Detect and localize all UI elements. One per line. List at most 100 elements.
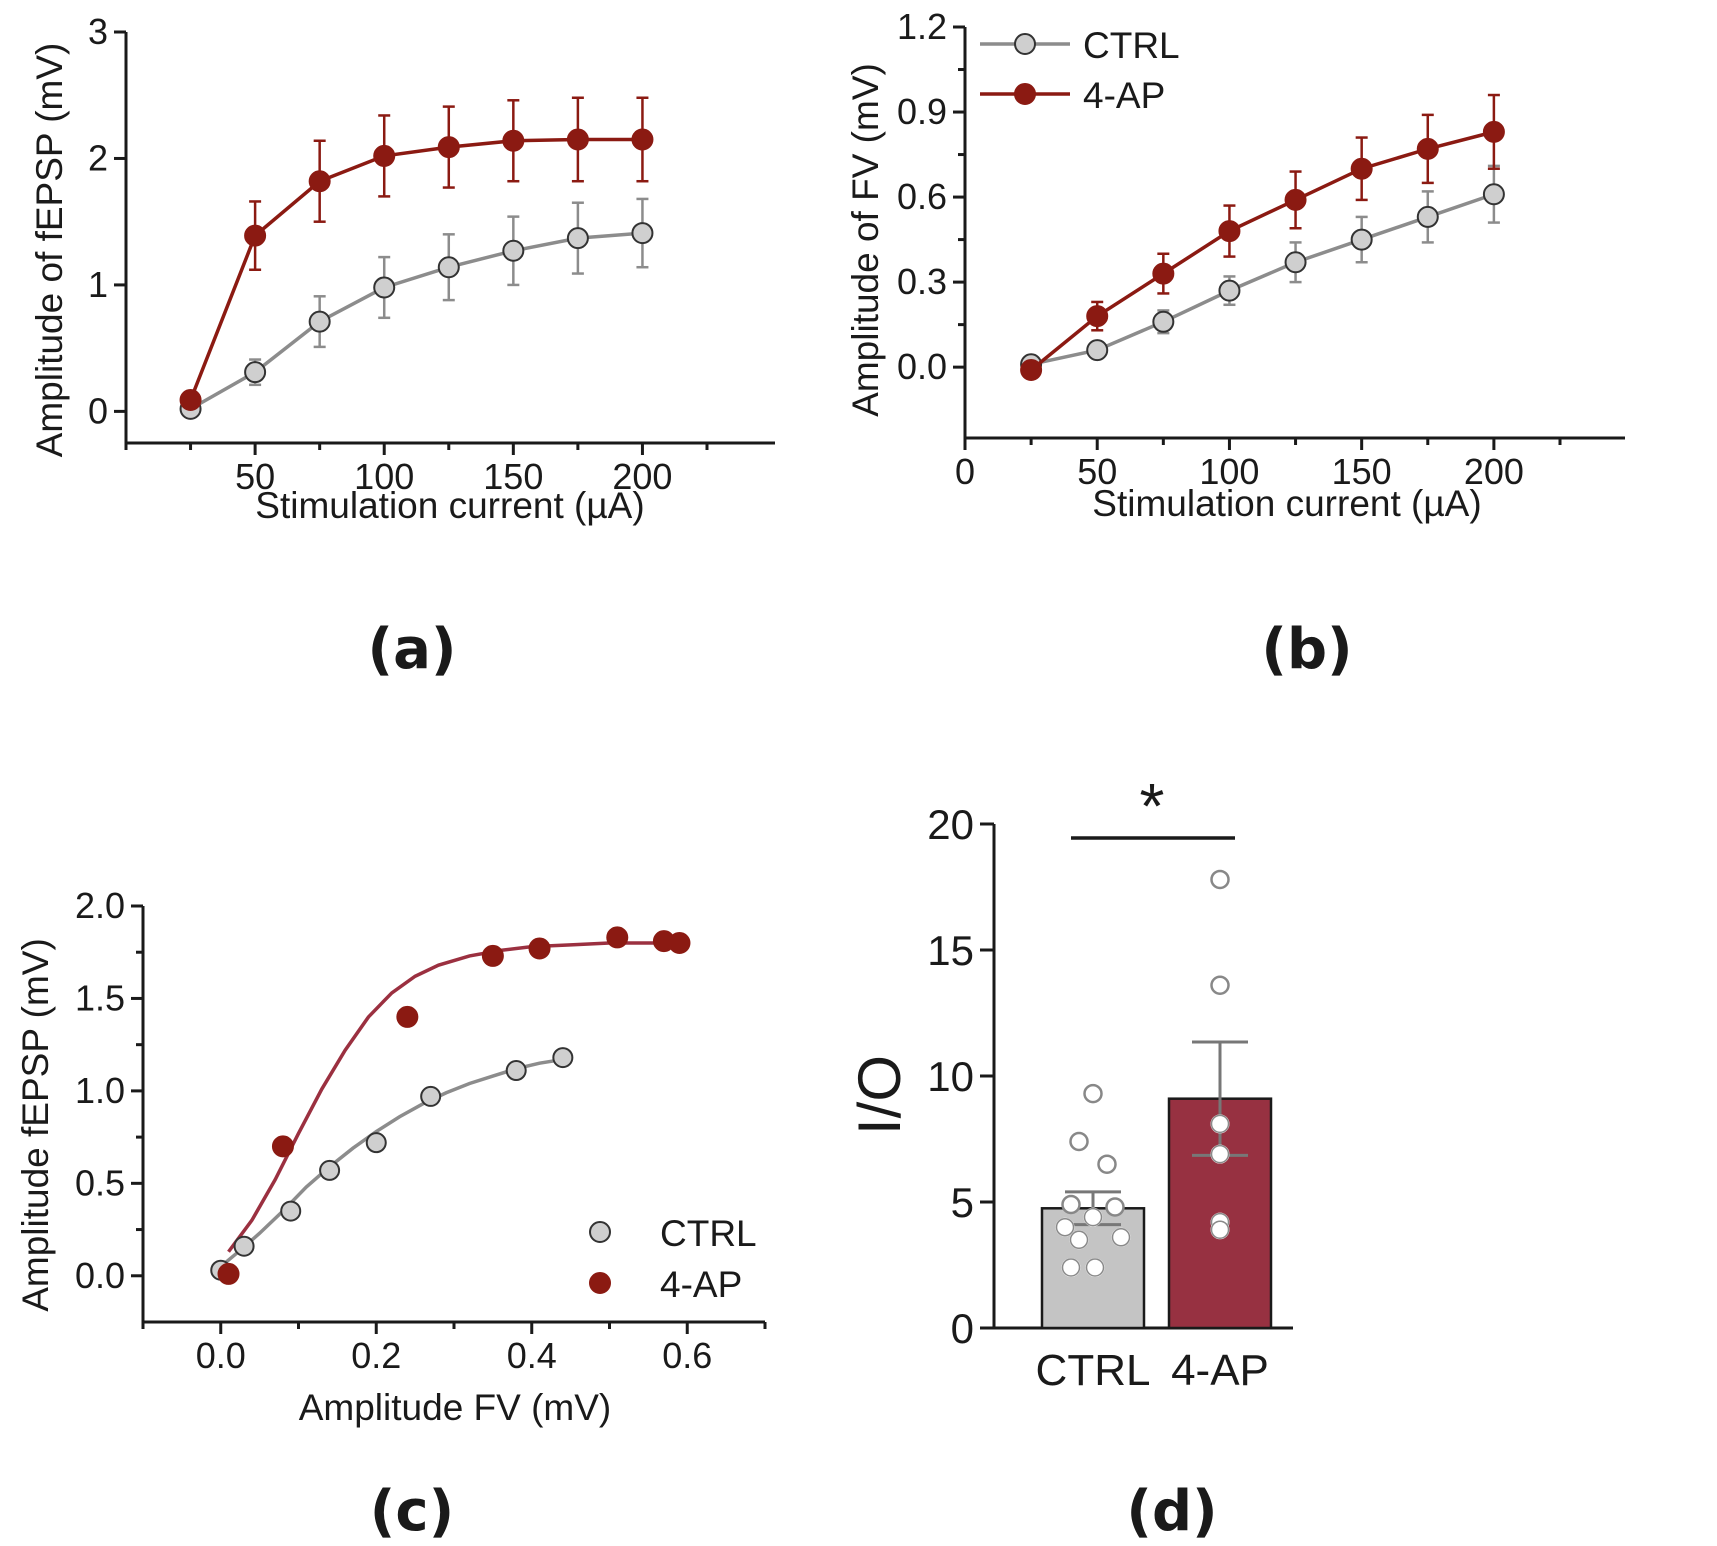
point-CTRL [1152,310,1175,333]
point-CTRL [420,1085,442,1107]
x-tick-label: 0.0 [196,1335,246,1376]
legend-marker [1014,33,1036,55]
x-tick-label: 0.2 [351,1335,401,1376]
series-line-4-AP [1030,130,1495,372]
y-tick-label: 0.0 [897,346,947,387]
point-4-AP [217,1262,240,1285]
point-CTRL [244,361,267,384]
y-tick-label: 0.5 [75,1162,125,1203]
y-tick-label: 2.0 [75,885,125,926]
point-4-AP [606,926,629,949]
data-point-outline [1055,1217,1075,1237]
data-point-4-AP [1210,975,1230,996]
panel-b-chart: Amplitude of FV (mV) Stimulation current… [845,6,1625,682]
point-CTRL [1218,279,1241,302]
data-point-CTRL [1105,1197,1125,1217]
y-tick-label: 0.9 [897,91,947,132]
point-CTRL [1482,183,1505,206]
y-tick-label: 1.2 [897,6,947,47]
y-tick-label: 1.0 [75,1070,125,1111]
data-point-outline [1210,1220,1230,1239]
point-4-AP [308,170,331,193]
point-CTRL [280,1200,302,1222]
legend-marker [589,1272,611,1294]
point-CTRL [1350,228,1373,251]
data-point-outline [1069,1230,1089,1250]
x-tick-label: 150 [1332,451,1392,492]
legend-marker [589,1221,611,1243]
x-tick-label: 0.4 [507,1335,557,1376]
legend-label: CTRL [1083,25,1180,66]
fit-curve-CTRL [219,1057,564,1268]
point-4-AP [437,136,460,159]
significance-star: * [1140,770,1165,842]
data-point-CTRL [1083,1083,1103,1104]
x-tick-label: 150 [483,456,543,497]
point-CTRL [631,222,654,245]
y-tick-label: 15 [927,927,974,974]
point-4-AP [271,1135,294,1158]
point-CTRL [437,256,460,279]
point-CTRL [552,1047,574,1069]
point-4-AP [373,144,396,167]
y-tick-label: 0 [951,1305,974,1352]
point-4-AP [244,224,267,247]
panel-d-chart: I/O * (d) 0 5 10 15 20 CTRL 4-AP [846,770,1293,1544]
data-point-4-AP [1210,869,1230,890]
y-tick-label: 2 [88,137,108,178]
x-category-label: CTRL [1036,1346,1151,1395]
x-tick-label: 50 [235,456,275,497]
y-tick-label: 0 [88,390,108,431]
point-4-AP [1416,137,1439,160]
x-tick-label: 200 [1464,451,1524,492]
point-CTRL [566,227,589,250]
legend-label: CTRL [660,1213,757,1254]
point-4-AP [631,128,654,151]
point-4-AP [668,931,691,954]
panel-a-xlabel: Stimulation current (µA) [255,485,644,526]
point-4-AP [179,389,202,412]
panel-a-ylabel: Amplitude of fEPSP (mV) [29,43,70,458]
point-4-AP [1482,120,1505,143]
data-point-outline [1085,1258,1105,1277]
data-point-CTRL [1069,1131,1089,1152]
y-tick-label: 1.5 [75,977,125,1018]
y-tick-label: 0.3 [897,261,947,302]
y-tick-label: 0.0 [75,1255,125,1296]
point-4-AP [1020,358,1043,381]
x-tick-label: 200 [612,456,672,497]
series-line-CTRL [1030,192,1495,367]
panel-c-letter: (c) [370,1479,454,1544]
y-tick-label: 0.6 [897,176,947,217]
point-CTRL [365,1132,387,1154]
point-4-AP [1086,305,1109,328]
panel-c-ylabel: Amplitude fEPSP (mV) [15,938,56,1312]
point-CTRL [502,239,525,262]
point-CTRL [505,1060,527,1082]
panel-b-ylabel: Amplitude of FV (mV) [845,63,886,417]
data-point-outline [1111,1228,1131,1247]
legend-label: 4-AP [660,1264,742,1305]
legend-label: 4-AP [1083,75,1165,116]
y-tick-label: 3 [88,11,108,52]
data-point-CTRL [1061,1194,1081,1215]
y-tick-label: 10 [927,1053,974,1100]
x-tick-label: 0.6 [662,1335,712,1376]
point-CTRL [1416,205,1439,228]
point-CTRL [1086,339,1109,362]
point-CTRL [233,1235,255,1257]
point-4-AP [1350,157,1373,180]
point-4-AP [1152,262,1175,285]
point-4-AP [566,128,589,151]
point-4-AP [502,129,525,152]
data-point-outline [1210,1144,1230,1164]
panel-d-letter: (d) [1126,1479,1217,1544]
data-point-CTRL [1097,1154,1117,1174]
x-category-label: 4-AP [1171,1346,1269,1395]
point-4-AP [528,937,551,960]
point-CTRL [308,310,331,333]
point-CTRL [1284,251,1307,274]
x-tick-label: 100 [354,456,414,497]
point-CTRL [319,1159,341,1181]
panel-a-chart: Amplitude of fEPSP (mV) Stimulation curr… [29,11,775,682]
